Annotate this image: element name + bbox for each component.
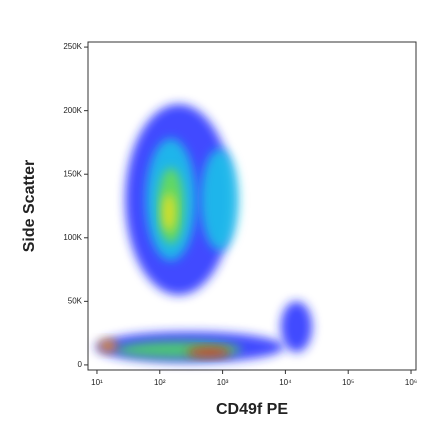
x-tick-label: 10⁶ [405,378,417,387]
y-axis-title: Side Scatter [21,160,38,252]
x-tick-label: 10³ [217,378,229,387]
x-tick-label: 10⁵ [342,378,354,387]
density-region [98,339,118,353]
density-region [200,148,239,251]
plot-frame [87,41,417,371]
y-tick-label: 150K [63,169,82,178]
density-region [280,301,313,353]
y-tick-label: 100K [63,233,82,242]
density-region [186,347,231,358]
y-tick-label: 50K [68,296,83,305]
y-tick-label: 200K [63,106,82,115]
x-tick-label: 10² [154,378,166,387]
plot-area [95,104,313,363]
y-tick-label: 0 [78,360,83,369]
x-axis-title: CD49f PE [216,401,288,418]
density-region [162,193,176,232]
x-tick-label: 10⁴ [279,378,292,387]
x-tick-label: 10¹ [91,378,103,387]
y-tick-label: 250K [63,42,82,51]
